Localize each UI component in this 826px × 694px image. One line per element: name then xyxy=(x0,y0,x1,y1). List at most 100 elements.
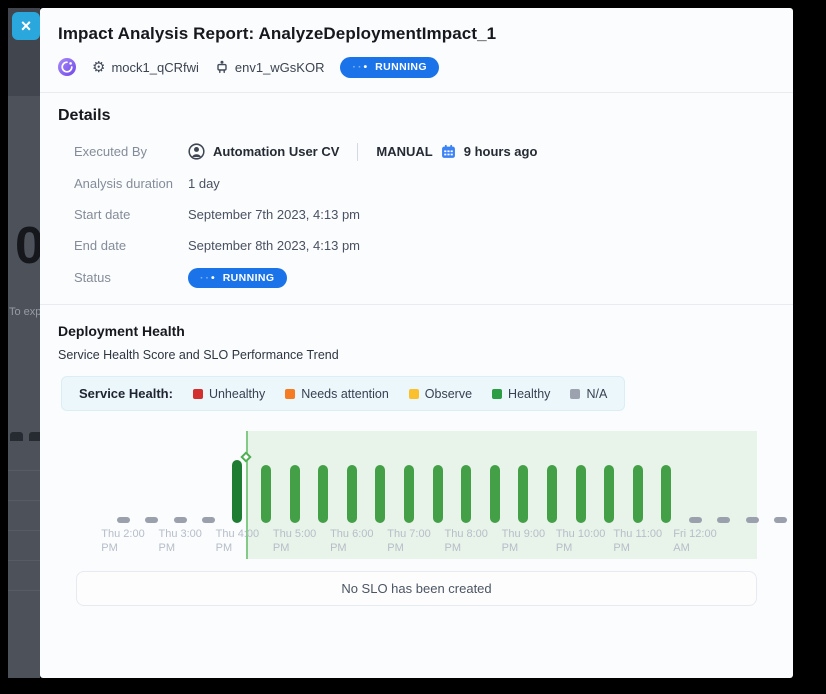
health-bar-na xyxy=(688,517,702,524)
row-label: Executed By xyxy=(74,144,147,160)
environment-item: env1_wGsKOR xyxy=(215,59,325,75)
x-axis-tick-label: Thu 5:00 PM xyxy=(272,528,317,555)
x-axis-tick-label: Fri 12:00 AM xyxy=(673,528,717,555)
x-axis-tick-label: Thu 4:00 PM xyxy=(215,528,260,555)
legend-swatch-icon xyxy=(285,388,296,399)
status-badge: ··• RUNNING xyxy=(340,57,439,78)
legend-label: N/A xyxy=(586,386,608,401)
legend-label: Unhealthy xyxy=(208,386,266,401)
deployment-health-heading: Deployment Health xyxy=(58,323,185,340)
x-axis-tick-label: Thu 2:00 PM xyxy=(101,528,145,555)
user-avatar-icon xyxy=(188,143,205,160)
health-bar-healthy xyxy=(632,465,643,524)
health-bar-na xyxy=(145,517,159,524)
duration-row: Analysis duration 1 day xyxy=(58,175,775,192)
x-axis-tick-label: Thu 10:00 PM xyxy=(555,528,606,555)
background-row-line xyxy=(8,560,40,561)
row-value: 1 day xyxy=(188,175,220,191)
x-axis-tick-label: Thu 3:00 PM xyxy=(158,528,202,555)
slo-empty-message: No SLO has been created xyxy=(341,581,492,597)
background-row-line xyxy=(8,530,40,531)
health-bar-na xyxy=(173,517,187,524)
legend-item: Observe xyxy=(408,386,473,401)
row-value: Automation User CV MANUAL 9 hours ago xyxy=(188,142,537,161)
health-bar-healthy_dark xyxy=(232,460,243,524)
calendar-icon xyxy=(441,144,455,159)
service-name: mock1_qCRfwi xyxy=(111,59,199,75)
close-icon: × xyxy=(20,16,32,36)
x-axis-tick-label: Thu 9:00 PM xyxy=(501,528,546,555)
legend-swatch-icon xyxy=(492,388,503,399)
health-bar-na xyxy=(745,517,759,524)
health-bar-healthy xyxy=(604,465,615,524)
legend-item: N/A xyxy=(570,387,607,401)
health-bar-na xyxy=(202,517,216,524)
meta-row: ⚙ mock1_qCRfwi env1_wGsKOR ··• RUNNING xyxy=(58,57,775,92)
legend-label: Healthy xyxy=(508,386,551,401)
post-deployment-region xyxy=(247,431,757,560)
background-shape xyxy=(29,432,40,441)
health-bar-healthy xyxy=(375,465,386,524)
health-chart: Thu 2:00 PM Thu 3:00 PM Thu 4:00 PM Thu 5:00 PM… xyxy=(76,427,788,561)
background-row-line xyxy=(8,500,40,501)
health-bar-healthy xyxy=(289,465,300,524)
x-axis-tick-label: Thu 8:00 PM xyxy=(444,528,488,555)
legend-title: Service Health: xyxy=(79,386,173,402)
details-heading: Details xyxy=(58,106,111,124)
legend-items: Unhealthy Needs attention Observe Healthy N/… xyxy=(192,386,607,401)
health-bar-healthy xyxy=(461,465,472,524)
health-bar-na xyxy=(774,517,788,524)
row-value: ··• RUNNING xyxy=(188,267,287,289)
deployment-health-subtitle: Service Health Score and SLO Performance… xyxy=(58,348,339,363)
row-label: End date xyxy=(74,237,127,253)
row-label: Start date xyxy=(74,206,131,222)
details-section: Details Executed By Automation User CV M… xyxy=(40,93,793,305)
environment-name: env1_wGsKOR xyxy=(234,59,325,75)
gear-icon: ⚙ xyxy=(92,58,106,76)
deployment-health-section: Deployment Health Service Health Score a… xyxy=(40,305,793,607)
header-divider xyxy=(40,91,793,93)
vertical-divider xyxy=(357,142,359,161)
legend-item: Unhealthy xyxy=(192,386,266,401)
legend-swatch-icon xyxy=(408,388,419,399)
x-axis-tick-label: Thu 7:00 PM xyxy=(387,528,431,555)
health-bar-healthy xyxy=(261,465,271,524)
health-bar-healthy xyxy=(661,465,672,524)
dimmed-background: 0 To exp xyxy=(8,8,40,678)
status-row: Status ··• RUNNING xyxy=(58,267,775,289)
close-button[interactable]: × xyxy=(12,12,40,40)
background-shape xyxy=(10,432,23,441)
environment-icon xyxy=(217,61,227,74)
service-health-legend: Service Health: Unhealthy Needs attention… xyxy=(61,376,626,412)
row-value: September 8th 2023, 4:13 pm xyxy=(188,237,361,253)
legend-item: Needs attention xyxy=(285,387,389,401)
legend-label: Needs attention xyxy=(301,386,389,401)
section-divider xyxy=(40,304,793,306)
service-avatar xyxy=(58,58,76,77)
modal-header: Impact Analysis Report: AnalyzeDeploymen… xyxy=(40,8,793,92)
row-label: Status xyxy=(74,270,111,286)
start-date-row: Start date September 7th 2023, 4:13 pm xyxy=(58,206,775,223)
executed-by-user: Automation User CV xyxy=(213,144,340,160)
deployment-marker-line xyxy=(246,431,249,560)
health-bar-healthy xyxy=(547,465,557,524)
health-bar-healthy xyxy=(518,465,529,524)
legend-item: Healthy xyxy=(492,387,550,401)
service-name-item: ⚙ mock1_qCRfwi xyxy=(92,60,199,75)
x-axis-tick-label: Thu 6:00 PM xyxy=(330,528,374,555)
background-row-line xyxy=(8,590,40,591)
status-badge: ··• RUNNING xyxy=(188,267,287,289)
legend-label: Observe xyxy=(424,386,473,401)
end-date-row: End date September 8th 2023, 4:13 pm xyxy=(58,237,775,254)
service-logo-icon xyxy=(61,61,73,73)
trigger-mode: MANUAL xyxy=(376,144,433,160)
legend-swatch-icon xyxy=(570,388,581,399)
health-bar-healthy xyxy=(346,465,357,524)
health-bar-healthy xyxy=(575,465,586,524)
health-bar-healthy xyxy=(318,465,329,524)
executed-by-row: Executed By Automation User CV MANUAL xyxy=(58,142,775,161)
background-clipped-number: 0 xyxy=(15,217,40,275)
x-axis-tick-label: Thu 11:00 PM xyxy=(613,528,663,555)
health-bar-na xyxy=(717,517,731,524)
background-clipped-text: To exp xyxy=(9,306,40,318)
